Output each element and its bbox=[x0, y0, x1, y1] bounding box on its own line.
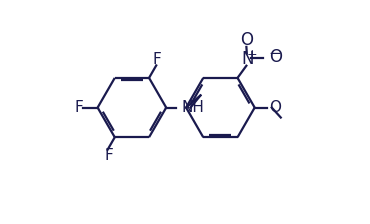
Text: O: O bbox=[269, 100, 282, 115]
Text: F: F bbox=[104, 148, 113, 163]
Text: −: − bbox=[269, 46, 282, 61]
Text: O: O bbox=[240, 31, 253, 49]
Text: +: + bbox=[247, 48, 258, 61]
Text: O: O bbox=[269, 48, 282, 66]
Text: F: F bbox=[153, 52, 162, 67]
Text: NH: NH bbox=[181, 100, 204, 115]
Text: N: N bbox=[241, 50, 254, 68]
Text: F: F bbox=[74, 100, 83, 115]
